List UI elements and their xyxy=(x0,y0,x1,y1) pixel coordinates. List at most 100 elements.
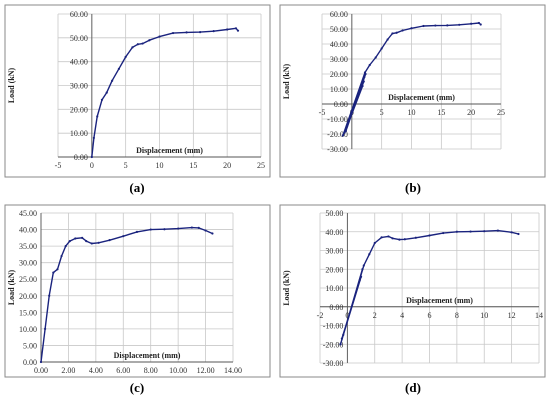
data-point xyxy=(122,235,125,238)
caption-c: (c) xyxy=(129,380,145,395)
y-tick-label: 10.00 xyxy=(70,129,88,138)
y-tick-label: 50.00 xyxy=(325,209,343,218)
data-point xyxy=(212,30,215,33)
data-point xyxy=(163,228,166,231)
data-point xyxy=(469,230,472,233)
x-axis-label: Displacement (mm) xyxy=(114,351,181,360)
data-point xyxy=(455,230,458,233)
data-point xyxy=(141,42,144,45)
chart-frame xyxy=(279,4,546,178)
x-tick-label: 10 xyxy=(480,311,488,320)
y-tick-label: 0.00 xyxy=(329,303,343,312)
data-point xyxy=(395,31,398,34)
y-tick-label: 30.00 xyxy=(325,247,343,256)
chart-frame xyxy=(279,204,546,378)
x-tick-label: 14.00 xyxy=(224,366,242,375)
y-tick-label: 40.00 xyxy=(330,40,348,49)
data-point xyxy=(90,242,93,245)
data-point xyxy=(344,129,347,133)
chart-frame xyxy=(4,204,271,378)
data-point xyxy=(362,264,365,267)
y-tick-label: 45.00 xyxy=(19,209,37,218)
data-point xyxy=(149,228,152,231)
data-point xyxy=(458,23,461,26)
data-point xyxy=(398,238,401,241)
x-tick-label: 12 xyxy=(508,311,516,320)
data-point xyxy=(60,254,63,258)
data-point xyxy=(380,47,383,50)
x-tick-label: 4.00 xyxy=(89,366,103,375)
x-tick-label: 25 xyxy=(257,161,265,170)
y-tick-label: -10.00 xyxy=(327,115,348,124)
data-point xyxy=(56,268,59,271)
data-point xyxy=(517,232,520,236)
x-axis-label: Displacement (mm) xyxy=(388,93,455,102)
chart-panel-a: -5 0 5 10 15 20 25 0.00 10.00 20.00 30.00 40.00 50.0… xyxy=(0,0,275,200)
y-tick-label: 10.00 xyxy=(330,85,348,94)
data-point xyxy=(401,29,404,32)
chart-b: -5 0 5 10 15 20 25-30.00-20.00-10.000.0010.002… xyxy=(279,4,546,178)
data-point xyxy=(361,84,364,88)
data-point xyxy=(339,343,342,346)
y-tick-label: 30.00 xyxy=(330,55,348,64)
y-tick-label: 30.00 xyxy=(70,82,88,91)
data-point xyxy=(74,237,77,240)
data-point xyxy=(363,75,366,79)
data-point xyxy=(199,31,202,34)
y-tick-label: 20.00 xyxy=(325,265,343,274)
x-axis-label: Displacement (mm) xyxy=(136,146,203,155)
y-tick-label: 10.00 xyxy=(19,325,37,334)
x-tick-label: -2 xyxy=(317,311,324,320)
x-tick-label: 5 xyxy=(380,108,384,117)
y-tick-label: -30.00 xyxy=(323,359,344,368)
data-point xyxy=(81,236,84,239)
data-point xyxy=(340,337,343,340)
data-point xyxy=(158,35,161,38)
data-point xyxy=(190,226,193,229)
data-point xyxy=(92,136,95,140)
chart-frame xyxy=(4,4,271,178)
data-point xyxy=(131,46,134,49)
y-tick-label: 50.00 xyxy=(70,34,88,43)
y-tick-label: 0.00 xyxy=(74,153,88,162)
x-tick-label: 8.00 xyxy=(144,366,158,375)
x-tick-label: 15 xyxy=(189,161,197,170)
data-point xyxy=(386,38,389,41)
data-point xyxy=(368,63,371,67)
y-axis-label: Load (kN) xyxy=(7,67,16,103)
data-point xyxy=(226,28,229,31)
y-tick-label: 15.00 xyxy=(19,308,37,317)
data-point xyxy=(236,29,240,32)
x-tick-label: 20 xyxy=(223,161,231,170)
data-point xyxy=(48,294,51,297)
x-axis-label: Displacement (mm) xyxy=(406,296,473,305)
x-tick-label: 2 xyxy=(373,311,377,320)
data-point xyxy=(479,23,482,26)
data-point xyxy=(117,67,120,70)
data-point xyxy=(204,229,207,232)
load-displacement-curve xyxy=(339,229,519,346)
x-tick-label: 20 xyxy=(467,108,475,117)
x-tick-label: 2.00 xyxy=(61,366,75,375)
x-tick-label: 10 xyxy=(156,161,164,170)
data-point xyxy=(358,279,361,282)
data-point xyxy=(211,232,214,235)
data-point xyxy=(97,241,100,244)
x-tick-label: 6 xyxy=(428,311,432,320)
y-tick-label: 20.00 xyxy=(19,292,37,301)
chart-a: -5 0 5 10 15 20 25 0.00 10.00 20.00 30.00 40.00 50.0… xyxy=(4,4,271,178)
x-tick-label: 15 xyxy=(437,108,445,117)
data-point xyxy=(446,24,449,27)
data-point xyxy=(197,226,200,229)
y-tick-label: 50.00 xyxy=(330,25,348,34)
x-tick-label: 10 xyxy=(408,108,416,117)
y-tick-label: -30.00 xyxy=(327,145,348,154)
y-axis-label: Load (kN) xyxy=(7,269,16,305)
data-point xyxy=(85,240,88,243)
data-point xyxy=(185,31,188,34)
y-tick-label: 25.00 xyxy=(19,275,37,284)
data-point xyxy=(374,56,377,59)
data-point xyxy=(111,79,114,82)
data-point xyxy=(391,237,394,240)
y-tick-label: -20.00 xyxy=(327,130,348,139)
